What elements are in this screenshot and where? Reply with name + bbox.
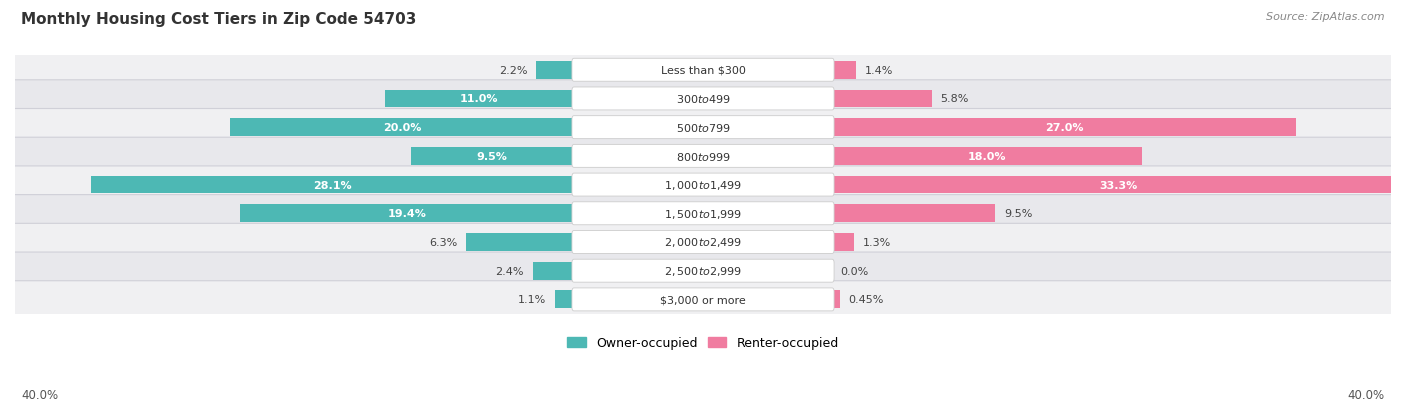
FancyBboxPatch shape — [572, 145, 834, 168]
Bar — [90, 176, 574, 194]
FancyBboxPatch shape — [4, 166, 1402, 204]
Text: $3,000 or more: $3,000 or more — [661, 295, 745, 305]
FancyBboxPatch shape — [4, 81, 1402, 118]
Bar — [832, 62, 856, 79]
Bar — [240, 205, 574, 223]
Text: Source: ZipAtlas.com: Source: ZipAtlas.com — [1267, 12, 1385, 22]
FancyBboxPatch shape — [4, 195, 1402, 233]
FancyBboxPatch shape — [572, 174, 834, 197]
Text: 6.3%: 6.3% — [429, 237, 457, 247]
Text: 1.3%: 1.3% — [863, 237, 891, 247]
Text: 33.3%: 33.3% — [1099, 180, 1137, 190]
Text: 28.1%: 28.1% — [314, 180, 352, 190]
Bar — [536, 62, 574, 79]
Bar — [832, 291, 839, 309]
Bar — [832, 233, 855, 251]
FancyBboxPatch shape — [572, 260, 834, 282]
Text: 9.5%: 9.5% — [477, 152, 508, 161]
Text: $500 to $799: $500 to $799 — [675, 122, 731, 134]
Bar — [832, 205, 995, 223]
Text: Monthly Housing Cost Tiers in Zip Code 54703: Monthly Housing Cost Tiers in Zip Code 5… — [21, 12, 416, 27]
Text: 18.0%: 18.0% — [967, 152, 1007, 161]
Text: 40.0%: 40.0% — [1348, 388, 1385, 401]
Text: 1.4%: 1.4% — [865, 66, 893, 76]
Text: 19.4%: 19.4% — [388, 209, 426, 219]
Bar — [832, 119, 1296, 137]
Bar — [231, 119, 574, 137]
Text: 40.0%: 40.0% — [21, 388, 58, 401]
FancyBboxPatch shape — [4, 138, 1402, 175]
Bar — [411, 147, 574, 165]
FancyBboxPatch shape — [572, 231, 834, 254]
FancyBboxPatch shape — [4, 252, 1402, 290]
Text: $2,000 to $2,499: $2,000 to $2,499 — [664, 236, 742, 249]
FancyBboxPatch shape — [4, 52, 1402, 89]
Bar — [465, 233, 574, 251]
FancyBboxPatch shape — [572, 116, 834, 139]
Text: 20.0%: 20.0% — [382, 123, 422, 133]
Text: $1,500 to $1,999: $1,500 to $1,999 — [664, 207, 742, 220]
Bar — [832, 90, 932, 108]
Text: 5.8%: 5.8% — [941, 94, 969, 104]
Bar — [385, 90, 574, 108]
FancyBboxPatch shape — [4, 109, 1402, 147]
Text: 27.0%: 27.0% — [1045, 123, 1084, 133]
FancyBboxPatch shape — [572, 59, 834, 82]
FancyBboxPatch shape — [572, 88, 834, 111]
FancyBboxPatch shape — [572, 202, 834, 225]
FancyBboxPatch shape — [572, 288, 834, 311]
Text: 2.2%: 2.2% — [499, 66, 527, 76]
Text: $1,000 to $1,499: $1,000 to $1,499 — [664, 179, 742, 192]
Bar — [832, 176, 1405, 194]
Text: 0.0%: 0.0% — [841, 266, 869, 276]
Legend: Owner-occupied, Renter-occupied: Owner-occupied, Renter-occupied — [562, 331, 844, 354]
Text: Less than $300: Less than $300 — [661, 66, 745, 76]
Text: 2.4%: 2.4% — [496, 266, 524, 276]
Bar — [555, 291, 574, 309]
Text: $2,500 to $2,999: $2,500 to $2,999 — [664, 265, 742, 278]
Text: 9.5%: 9.5% — [1004, 209, 1032, 219]
Text: $300 to $499: $300 to $499 — [675, 93, 731, 105]
Text: 11.0%: 11.0% — [460, 94, 499, 104]
Bar — [533, 262, 574, 280]
Text: 1.1%: 1.1% — [519, 295, 547, 305]
FancyBboxPatch shape — [4, 281, 1402, 318]
Text: 0.45%: 0.45% — [848, 295, 884, 305]
FancyBboxPatch shape — [4, 224, 1402, 261]
Bar — [832, 147, 1142, 165]
Text: $800 to $999: $800 to $999 — [675, 150, 731, 162]
